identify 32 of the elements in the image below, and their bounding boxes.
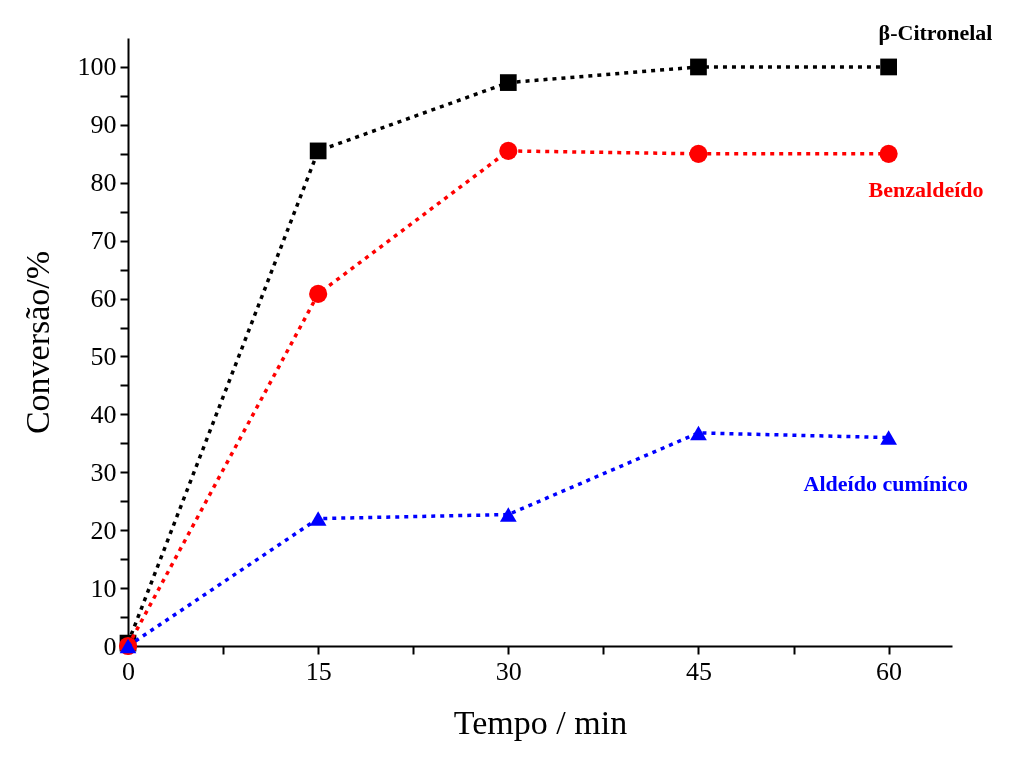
x-tick-label: 45 [685, 656, 712, 686]
point [309, 142, 327, 160]
series-label: Aldeído cumínico [803, 470, 969, 496]
y-tick-label: 30 [90, 457, 117, 487]
point [499, 74, 517, 91]
point [499, 507, 517, 522]
y-tick-label: 10 [90, 573, 117, 603]
point [689, 144, 708, 163]
y-tick-label: 100 [77, 52, 117, 82]
y-axis-title: Conversão/% [18, 250, 56, 435]
y-tick-label: 80 [90, 168, 117, 198]
y-tick-label: 90 [90, 110, 117, 140]
x-tick-label: 30 [495, 656, 522, 686]
point [499, 141, 518, 160]
y-tick-label: 40 [90, 399, 117, 429]
y-tick-label: 50 [90, 341, 117, 371]
point [879, 144, 898, 163]
x-axis-title: Tempo / min [453, 703, 628, 741]
series-label: Benzaldeído [868, 176, 984, 202]
point [880, 430, 897, 445]
y-tick-label: 20 [90, 515, 117, 545]
y-tick-label: 0 [103, 631, 117, 661]
y-tick-label: 70 [90, 226, 117, 256]
point [690, 58, 707, 76]
x-tick-label: 15 [305, 656, 332, 686]
y-tick-label: 60 [90, 284, 117, 314]
point [309, 511, 327, 526]
x-tick-label: 60 [876, 656, 903, 686]
point [309, 284, 328, 303]
point [880, 58, 897, 76]
point [690, 425, 707, 441]
series-label: β-Citronelal [878, 19, 993, 45]
